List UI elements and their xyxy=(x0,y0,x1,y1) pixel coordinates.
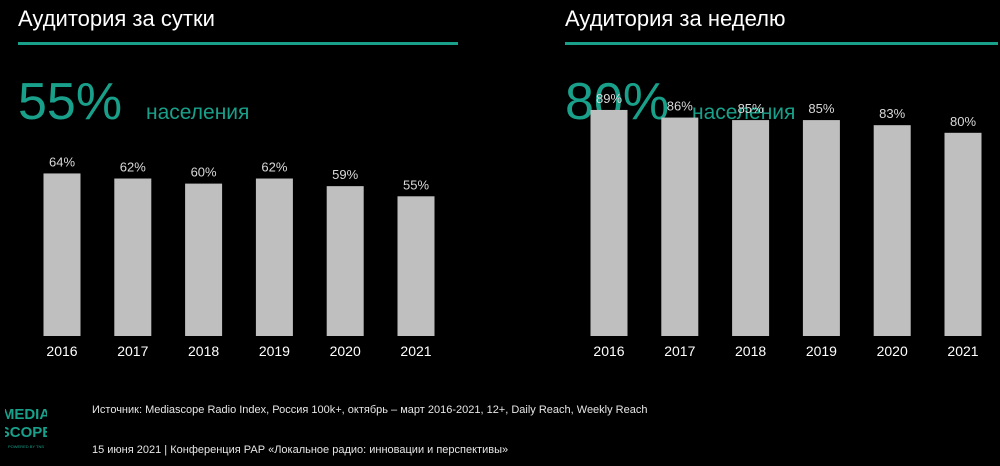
mediascope-logo: MEDIA SCOPE POWERED BY TNS xyxy=(5,406,47,449)
value-label-2020: 83% xyxy=(879,106,905,121)
value-label-2021: 80% xyxy=(950,114,976,129)
bar-2016 xyxy=(590,109,628,336)
svg-text:MEDIA: MEDIA xyxy=(5,406,47,423)
tick-label-2021: 2021 xyxy=(400,343,431,359)
value-label-2018: 60% xyxy=(191,165,217,180)
tick-label-2017: 2017 xyxy=(117,343,148,359)
tick-label-2017: 2017 xyxy=(664,343,695,359)
tick-label-2018: 2018 xyxy=(735,343,766,359)
bar-2021 xyxy=(944,132,982,336)
bar-2019 xyxy=(802,120,840,336)
right-big-sub: населения xyxy=(692,101,796,124)
source-note: Источник: Mediascope Radio Index, Россия… xyxy=(92,404,648,416)
value-label-2020: 59% xyxy=(332,167,358,182)
right-divider xyxy=(565,42,998,45)
bar-2017 xyxy=(661,117,699,336)
bar-2017 xyxy=(114,178,152,336)
tick-label-2019: 2019 xyxy=(806,343,837,359)
left-big-sub: населения xyxy=(146,101,250,124)
value-label-2016: 89% xyxy=(596,91,622,106)
right-panel-title: Аудитория за неделю xyxy=(565,6,786,31)
tick-label-2020: 2020 xyxy=(877,343,908,359)
svg-text:SCOPE: SCOPE xyxy=(5,424,47,441)
value-label-2016: 64% xyxy=(49,154,75,169)
value-label-2021: 55% xyxy=(403,177,429,192)
left-divider xyxy=(18,42,458,45)
svg-text:POWERED BY TNS: POWERED BY TNS xyxy=(8,444,44,449)
bar-2020 xyxy=(873,125,911,337)
tick-label-2019: 2019 xyxy=(259,343,290,359)
tick-label-2018: 2018 xyxy=(188,343,219,359)
bar-2016 xyxy=(43,173,81,336)
value-label-2017: 62% xyxy=(120,160,146,175)
weekly-reach-chart: 89% 2016 86% 2017 85% 2018 85% 2019 83% 2020 80% 20… xyxy=(590,91,982,359)
daily-reach-chart: 64% 2016 62% 2017 60% 2018 62% 2019 59% 2020 55% 20… xyxy=(43,154,435,359)
tick-label-2016: 2016 xyxy=(46,343,77,359)
bar-2018 xyxy=(185,183,223,336)
value-label-2019: 85% xyxy=(808,101,834,116)
left-big-value: 55% xyxy=(18,73,123,131)
tick-label-2020: 2020 xyxy=(330,343,361,359)
value-label-2018: 85% xyxy=(738,101,764,116)
tick-label-2021: 2021 xyxy=(947,343,978,359)
bar-2020 xyxy=(326,186,364,336)
footer-note: 15 июня 2021 | Конференция РАР «Локально… xyxy=(92,444,509,456)
tick-label-2016: 2016 xyxy=(593,343,624,359)
value-label-2017: 86% xyxy=(667,99,693,114)
bar-2021 xyxy=(397,196,435,336)
bar-2018 xyxy=(732,120,770,336)
value-label-2019: 62% xyxy=(261,160,287,175)
bar-2019 xyxy=(255,178,293,336)
left-panel-title: Аудитория за сутки xyxy=(18,6,215,31)
